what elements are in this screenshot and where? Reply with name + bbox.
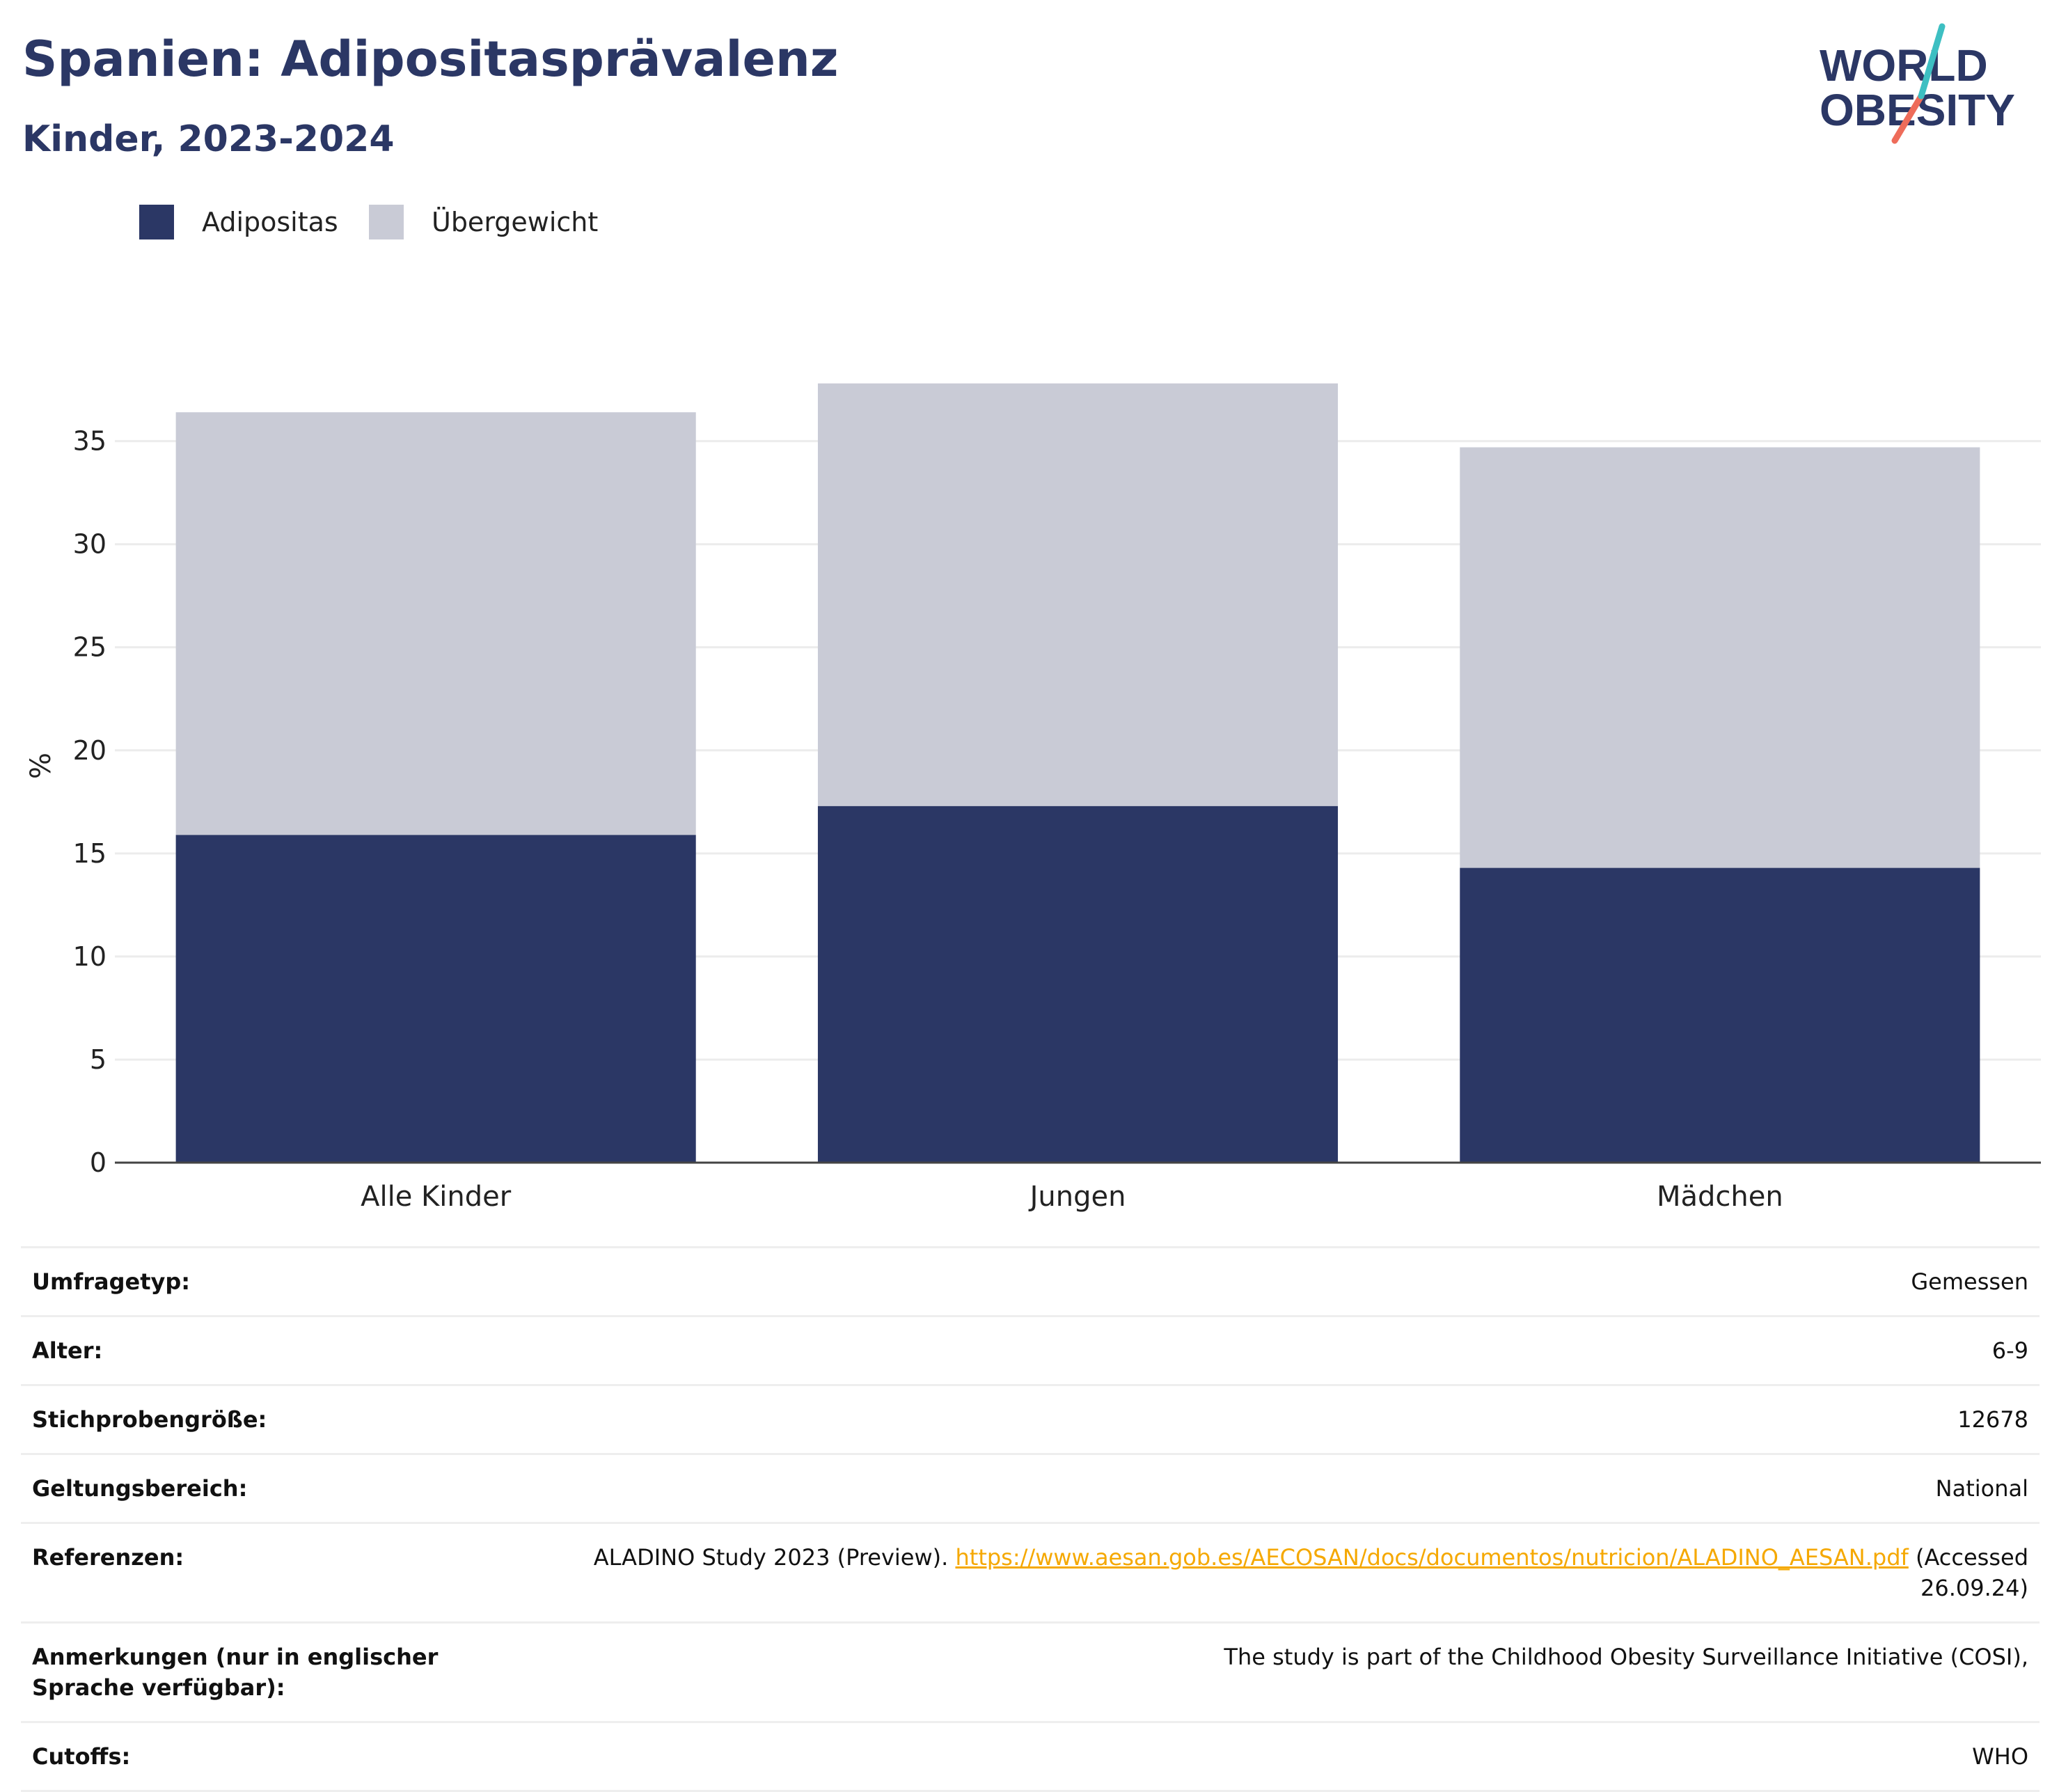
row-key-anmerkungen: Anmerkungen (nur in englischer Sprache v… (21, 1621, 530, 1722)
bar-uebergewicht (175, 412, 696, 835)
row-key-umfragetyp: Umfragetyp: (21, 1246, 530, 1317)
row-key-geltungsbereich: Geltungsbereich: (21, 1453, 530, 1523)
legend-item-uebergewicht[interactable]: Übergewicht (369, 205, 598, 239)
row-value-geltungsbereich: National (530, 1453, 2040, 1523)
stacked-bar-chart: 0 5 10 15 20 25 30 35% Alle Kinder Jungen Mädchen (25, 383, 2041, 1213)
bar-uebergewicht (1460, 447, 1980, 868)
y-tick-label: 25 (73, 632, 106, 663)
row-value-alter: 6-9 (530, 1315, 2040, 1385)
legend-swatch-uebergewicht (369, 205, 404, 239)
row-key-stichprobe: Stichprobengröße: (21, 1384, 530, 1454)
x-tick-label: Alle Kinder (361, 1181, 512, 1213)
world-obesity-logo: WORLD OBESITY (1820, 23, 2015, 144)
table-row: Geltungsbereich: National (21, 1453, 2040, 1523)
table-row: Stichprobengröße: 12678 (21, 1384, 2040, 1454)
table-row: Cutoffs: WHO (21, 1721, 2040, 1792)
reference-text: ALADINO Study 2023 (Preview). (593, 1544, 949, 1571)
y-axis-label: % (25, 753, 57, 779)
bar-adipositas (1460, 867, 1980, 1163)
survey-info-table: Umfragetyp: Gemessen Alter: 6-9 Stichpro… (21, 1246, 2040, 1792)
bar-uebergewicht (817, 383, 1339, 806)
row-key-referenzen: Referenzen: (21, 1522, 530, 1623)
legend-label-uebergewicht: Übergewicht (432, 207, 599, 237)
x-tick-label: Mädchen (1657, 1181, 1783, 1213)
row-value-stichprobe: 12678 (530, 1384, 2040, 1454)
y-tick-label: 5 (90, 1044, 106, 1075)
row-value-cutoffs: WHO (530, 1721, 2040, 1792)
table-row: Anmerkungen (nur in englischer Sprache v… (21, 1621, 2040, 1722)
page-subtitle: Kinder, 2023-2024 (22, 118, 395, 160)
row-key-cutoffs: Cutoffs: (21, 1721, 530, 1792)
legend-item-adipositas[interactable]: Adipositas (139, 205, 338, 239)
reference-link[interactable]: https://www.aesan.gob.es/AECOSAN/docs/do… (955, 1544, 1909, 1571)
x-tick-label: Jungen (1028, 1181, 1126, 1213)
row-value-referenzen: ALADINO Study 2023 (Preview). https://ww… (530, 1522, 2040, 1623)
table-row: Umfragetyp: Gemessen (21, 1246, 2040, 1317)
logo-slash-coral (1891, 93, 1925, 144)
logo-line1: WORLD (1820, 40, 1988, 91)
reference-accessed: (Accessed 26.09.24) (1915, 1544, 2028, 1601)
row-value-anmerkungen: The study is part of the Childhood Obesi… (530, 1621, 2040, 1722)
page-title: Spanien: Adipositasprävalenz (22, 31, 839, 88)
logo-line2: OBESITY (1820, 85, 2015, 135)
y-tick-label: 20 (73, 735, 106, 766)
bar-adipositas (175, 835, 696, 1163)
table-row: Referenzen: ALADINO Study 2023 (Preview)… (21, 1522, 2040, 1623)
logo-slash-teal (1918, 23, 1946, 100)
table-row: Alter: 6-9 (21, 1315, 2040, 1385)
y-tick-label: 30 (73, 529, 106, 560)
row-value-umfragetyp: Gemessen (530, 1246, 2040, 1317)
bar-adipositas (817, 805, 1339, 1163)
y-tick-label: 15 (73, 838, 106, 869)
y-tick-label: 10 (73, 941, 106, 972)
row-key-alter: Alter: (21, 1315, 530, 1385)
legend-swatch-adipositas (139, 205, 174, 239)
y-tick-label: 35 (73, 426, 106, 457)
legend-label-adipositas: Adipositas (202, 207, 338, 237)
y-tick-label: 0 (90, 1147, 106, 1178)
